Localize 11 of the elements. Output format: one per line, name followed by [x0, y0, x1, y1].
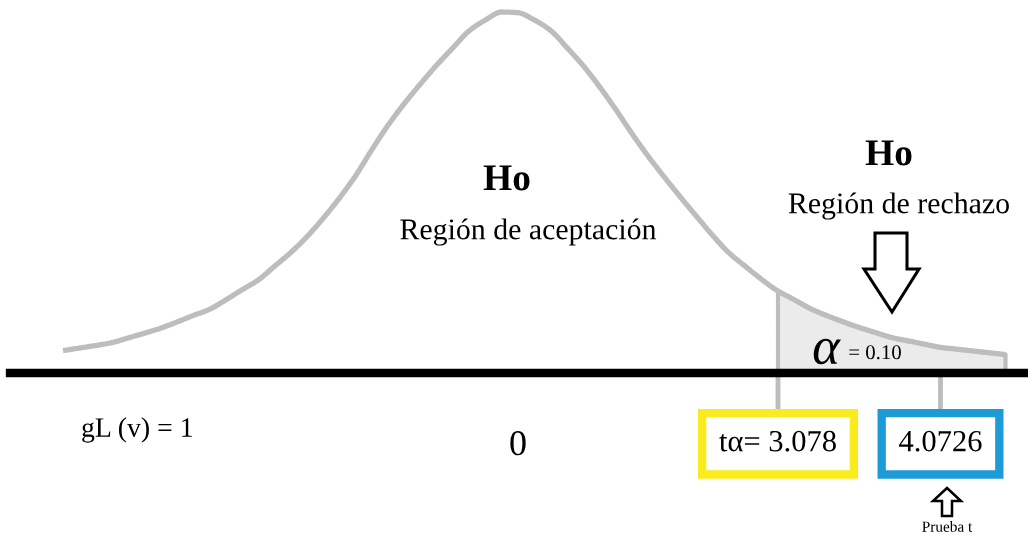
x-tick-label: tα= 3.078 [719, 430, 836, 452]
annotation: Región de aceptación [400, 218, 657, 246]
annotation: Región de rechazo [788, 192, 1009, 220]
annotation: Ho [865, 140, 912, 166]
x-tick-label: 4.0726 [899, 430, 982, 452]
text: Prueba t [922, 521, 973, 532]
text: gL (v) = 1 [82, 417, 192, 443]
annotation: α [813, 338, 841, 365]
x-tick-label: 0 [510, 430, 526, 456]
annotation: = 0.10 [849, 345, 901, 360]
annotation: Ho [483, 165, 530, 191]
